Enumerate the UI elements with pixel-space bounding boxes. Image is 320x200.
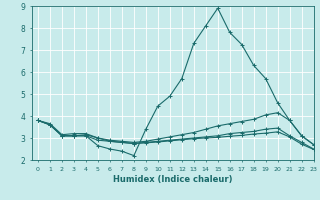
X-axis label: Humidex (Indice chaleur): Humidex (Indice chaleur)	[113, 175, 233, 184]
